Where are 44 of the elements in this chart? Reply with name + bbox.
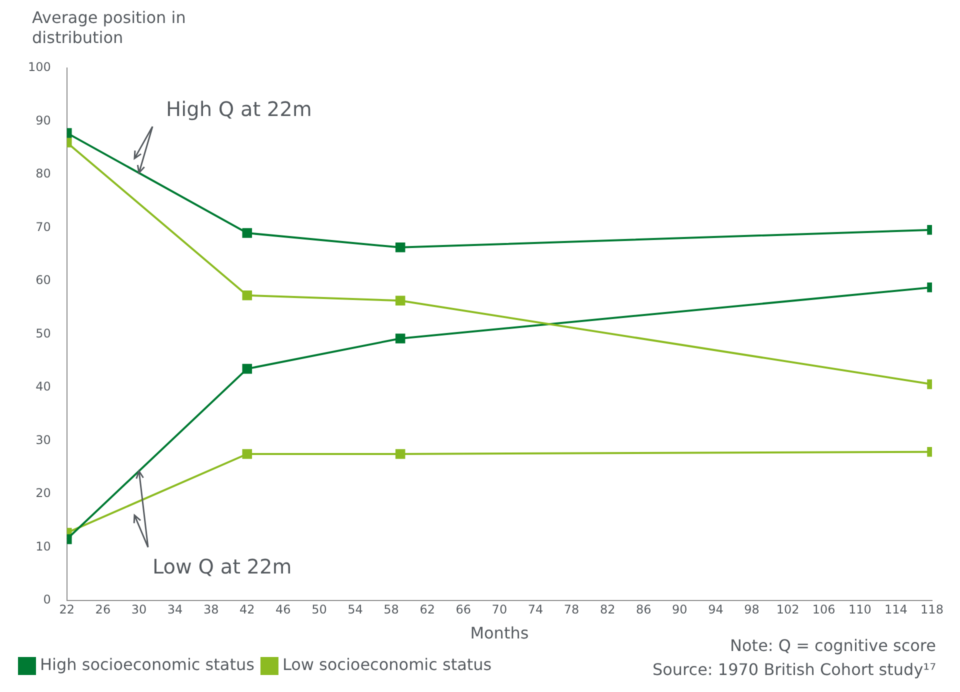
x-tick-label: 114 bbox=[884, 602, 908, 617]
x-tick-label: 94 bbox=[708, 602, 724, 617]
x-tick-label: 22 bbox=[59, 602, 75, 617]
x-tick-label: 98 bbox=[744, 602, 760, 617]
x-tick-label: 58 bbox=[384, 602, 399, 617]
y-axis-title: Average position in distribution bbox=[32, 8, 187, 48]
x-tick-label: 106 bbox=[812, 602, 836, 617]
x-tick-label: 82 bbox=[600, 602, 616, 617]
y-tick-label: 60 bbox=[36, 273, 51, 288]
y-tick-label: 30 bbox=[36, 432, 51, 447]
y-tick-label: 90 bbox=[36, 113, 51, 128]
x-tick-label: 102 bbox=[776, 602, 800, 617]
legend-label: High socioeconomic status bbox=[40, 655, 254, 674]
x-tick-label: 54 bbox=[348, 602, 363, 617]
y-tick-label: 70 bbox=[36, 220, 51, 234]
y-tick-label: 40 bbox=[36, 380, 51, 394]
x-tick-label: 70 bbox=[492, 602, 508, 617]
x-tick-label: 66 bbox=[456, 602, 472, 617]
y-tick-label: 50 bbox=[36, 326, 51, 340]
x-tick-label: 90 bbox=[672, 602, 688, 617]
annotation: Low Q at 22m bbox=[152, 554, 292, 579]
annotation: High Q at 22m bbox=[166, 96, 312, 121]
y-tick-label: 100 bbox=[28, 60, 51, 74]
x-tick-label: 38 bbox=[203, 602, 219, 617]
x-tick-label: 50 bbox=[312, 602, 327, 617]
y-tick-label: 10 bbox=[36, 539, 51, 554]
x-axis-title: Months bbox=[470, 624, 529, 643]
x-tick-label: 26 bbox=[95, 602, 111, 617]
x-tick-label: 30 bbox=[131, 602, 147, 617]
x-tick-label: 46 bbox=[276, 602, 291, 617]
x-tick-label: 110 bbox=[848, 602, 872, 617]
x-tick-label: 118 bbox=[920, 602, 944, 617]
x-tick-label: 62 bbox=[420, 602, 435, 617]
y-tick-label: 20 bbox=[36, 486, 51, 500]
source-note: Source: 1970 British Cohort study¹⁷ bbox=[652, 659, 936, 681]
x-tick-label: 74 bbox=[528, 602, 544, 617]
x-tick-label: 34 bbox=[167, 602, 183, 617]
y-tick-label: 80 bbox=[36, 166, 51, 181]
x-tick-label: 86 bbox=[636, 602, 652, 617]
text: Note: Q = cognitive score bbox=[729, 635, 936, 657]
legend-label: Low socioeconomic status bbox=[282, 655, 492, 674]
x-tick-label: 78 bbox=[564, 602, 580, 617]
x-tick-label: 42 bbox=[239, 602, 255, 617]
y-tick-label: 0 bbox=[43, 592, 51, 607]
